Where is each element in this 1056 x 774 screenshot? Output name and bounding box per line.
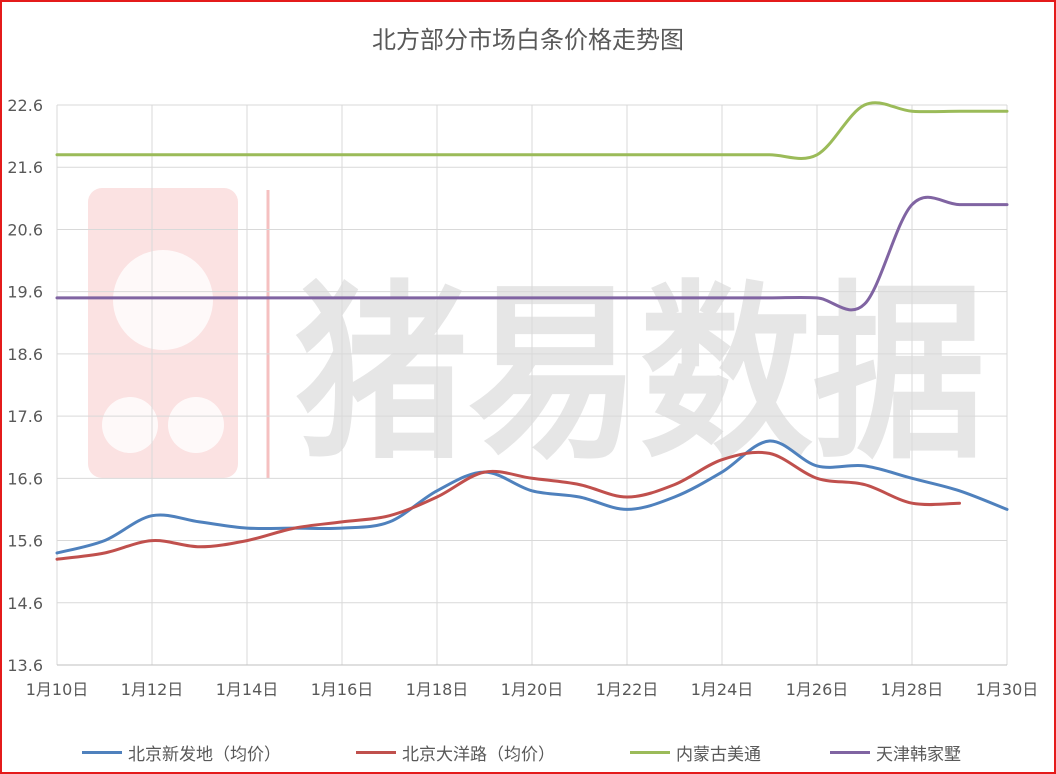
legend-label: 北京大洋路（均价） xyxy=(402,745,555,765)
watermark-logo-circle xyxy=(102,397,158,453)
x-tick-label: 1月24日 xyxy=(691,680,754,699)
legend-item-series-4: 天津韩家墅 xyxy=(830,740,961,765)
legend-swatch xyxy=(82,751,122,754)
y-tick-label: 14.6 xyxy=(7,594,43,613)
y-tick-label: 20.6 xyxy=(7,220,43,239)
x-tick-label: 1月18日 xyxy=(406,680,469,699)
y-tick-label: 15.6 xyxy=(7,532,43,551)
legend-item-series-3: 内蒙古美通 xyxy=(630,740,761,765)
legend-swatch xyxy=(356,751,396,754)
legend-label: 北京新发地（均价） xyxy=(128,745,281,765)
y-tick-label: 21.6 xyxy=(7,158,43,177)
x-tick-label: 1月28日 xyxy=(881,680,944,699)
series-line-4 xyxy=(55,195,1009,312)
x-tick-label: 1月26日 xyxy=(786,680,849,699)
series-line-3 xyxy=(55,101,1009,160)
y-tick-label: 17.6 xyxy=(7,407,43,426)
x-tick-label: 1月10日 xyxy=(26,680,89,699)
watermark-logo-circle xyxy=(113,250,213,350)
series-lines xyxy=(55,101,1009,561)
x-tick-label: 1月12日 xyxy=(121,680,184,699)
axes: 13.6 14.6 15.6 16.6 17.6 18.6 19.6 20.6 21.6 22.6… xyxy=(7,96,1038,699)
x-tick-label: 1月30日 xyxy=(976,680,1039,699)
y-tick-label: 22.6 xyxy=(7,96,43,115)
watermark-logo-circle xyxy=(168,397,224,453)
legend-swatch xyxy=(830,751,870,754)
legend-item-series-2: 北京大洋路（均价） xyxy=(356,740,555,765)
y-tick-label: 16.6 xyxy=(7,469,43,488)
x-tick-label: 1月20日 xyxy=(501,680,564,699)
legend-label: 天津韩家墅 xyxy=(876,745,961,765)
legend: 北京新发地（均价） 北京大洋路（均价） 内蒙古美通 天津韩家墅 xyxy=(0,740,1056,766)
legend-swatch xyxy=(630,751,670,754)
x-tick-label: 1月16日 xyxy=(311,680,374,699)
y-tick-label: 19.6 xyxy=(7,283,43,302)
watermark-text: 猪易数据 xyxy=(295,264,985,485)
series-line-2 xyxy=(55,450,961,561)
watermark: 猪易数据 xyxy=(88,188,985,485)
x-tick-label: 1月14日 xyxy=(216,680,279,699)
legend-item-series-1: 北京新发地（均价） xyxy=(82,740,281,765)
legend-label: 内蒙古美通 xyxy=(676,745,761,765)
x-tick-label: 1月22日 xyxy=(596,680,659,699)
chart-title: 北方部分市场白条价格走势图 xyxy=(372,26,684,54)
series-line-1 xyxy=(55,439,1009,555)
y-tick-label: 13.6 xyxy=(7,656,43,675)
y-tick-label: 18.6 xyxy=(7,345,43,364)
